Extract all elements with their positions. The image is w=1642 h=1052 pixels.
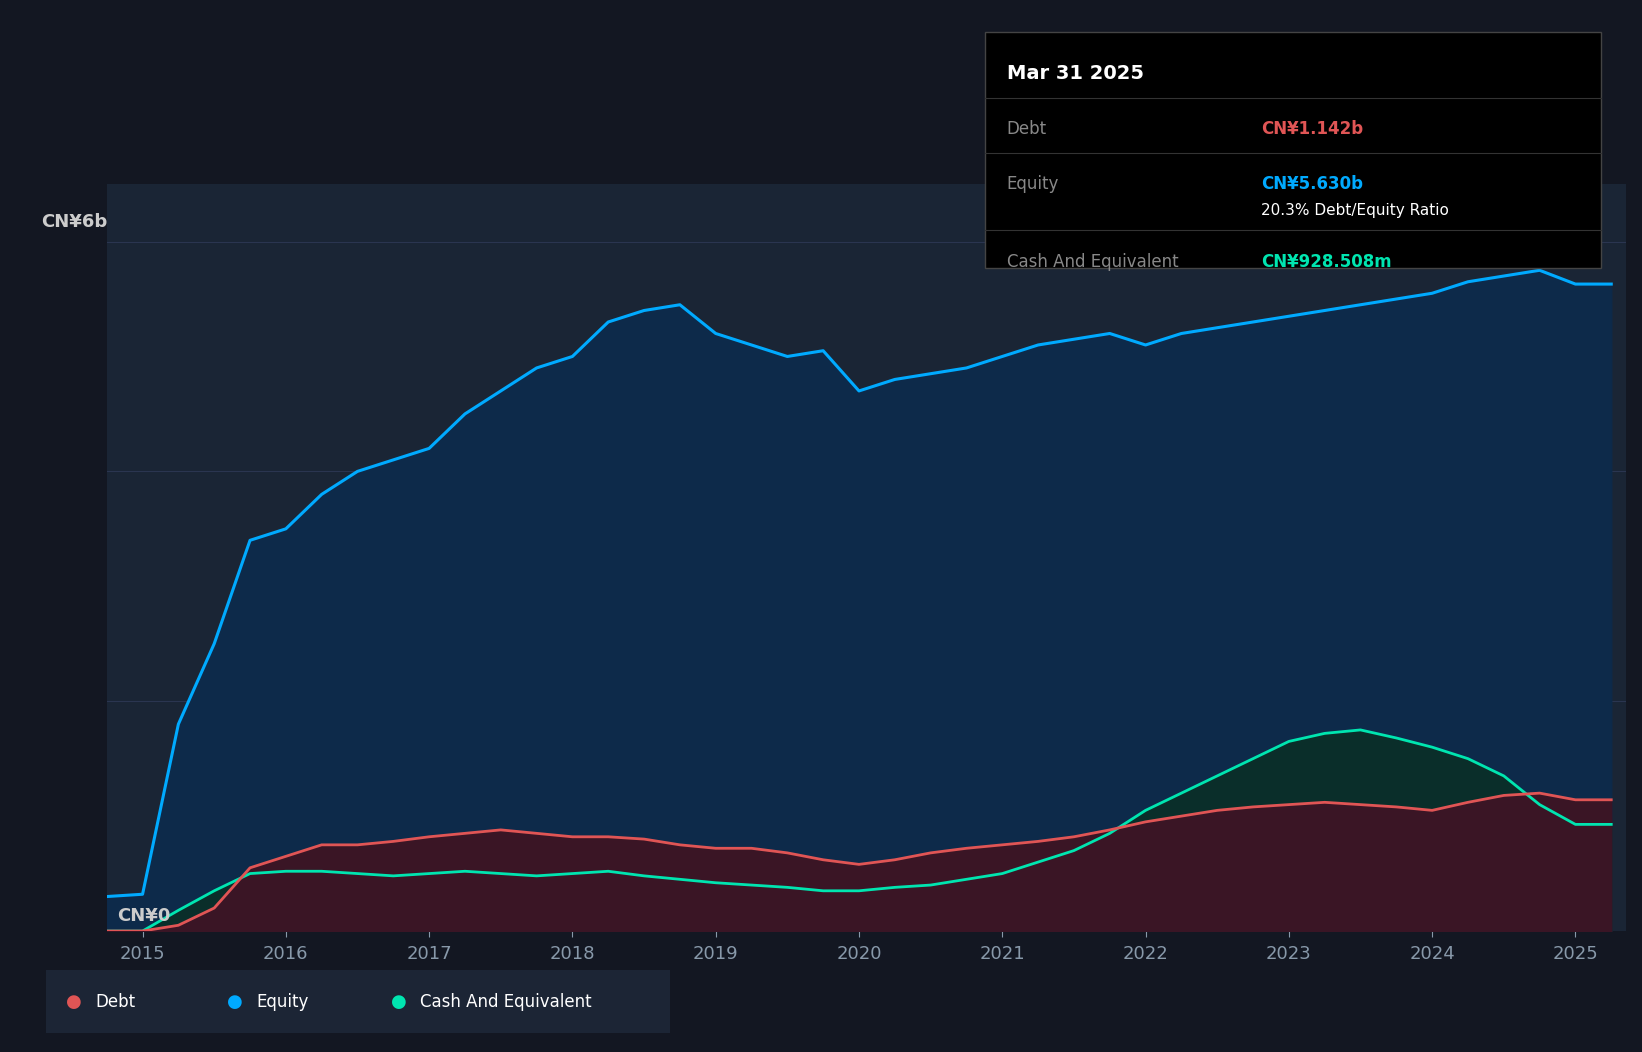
Text: ●: ●	[227, 992, 243, 1011]
Text: CN¥5.630b: CN¥5.630b	[1261, 175, 1363, 194]
Text: CN¥0: CN¥0	[117, 907, 171, 926]
Text: Cash And Equivalent: Cash And Equivalent	[420, 992, 593, 1011]
Text: Debt: Debt	[95, 992, 135, 1011]
Text: Debt: Debt	[1007, 120, 1046, 139]
Text: ●: ●	[66, 992, 82, 1011]
Text: 20.3% Debt/Equity Ratio: 20.3% Debt/Equity Ratio	[1261, 203, 1448, 218]
Text: Mar 31 2025: Mar 31 2025	[1007, 64, 1143, 83]
Text: ●: ●	[391, 992, 407, 1011]
Text: CN¥6b: CN¥6b	[41, 214, 107, 231]
Text: CN¥928.508m: CN¥928.508m	[1261, 252, 1392, 271]
Text: Cash And Equivalent: Cash And Equivalent	[1007, 252, 1179, 271]
Text: Equity: Equity	[256, 992, 309, 1011]
Text: Equity: Equity	[1007, 175, 1059, 194]
Text: CN¥1.142b: CN¥1.142b	[1261, 120, 1363, 139]
